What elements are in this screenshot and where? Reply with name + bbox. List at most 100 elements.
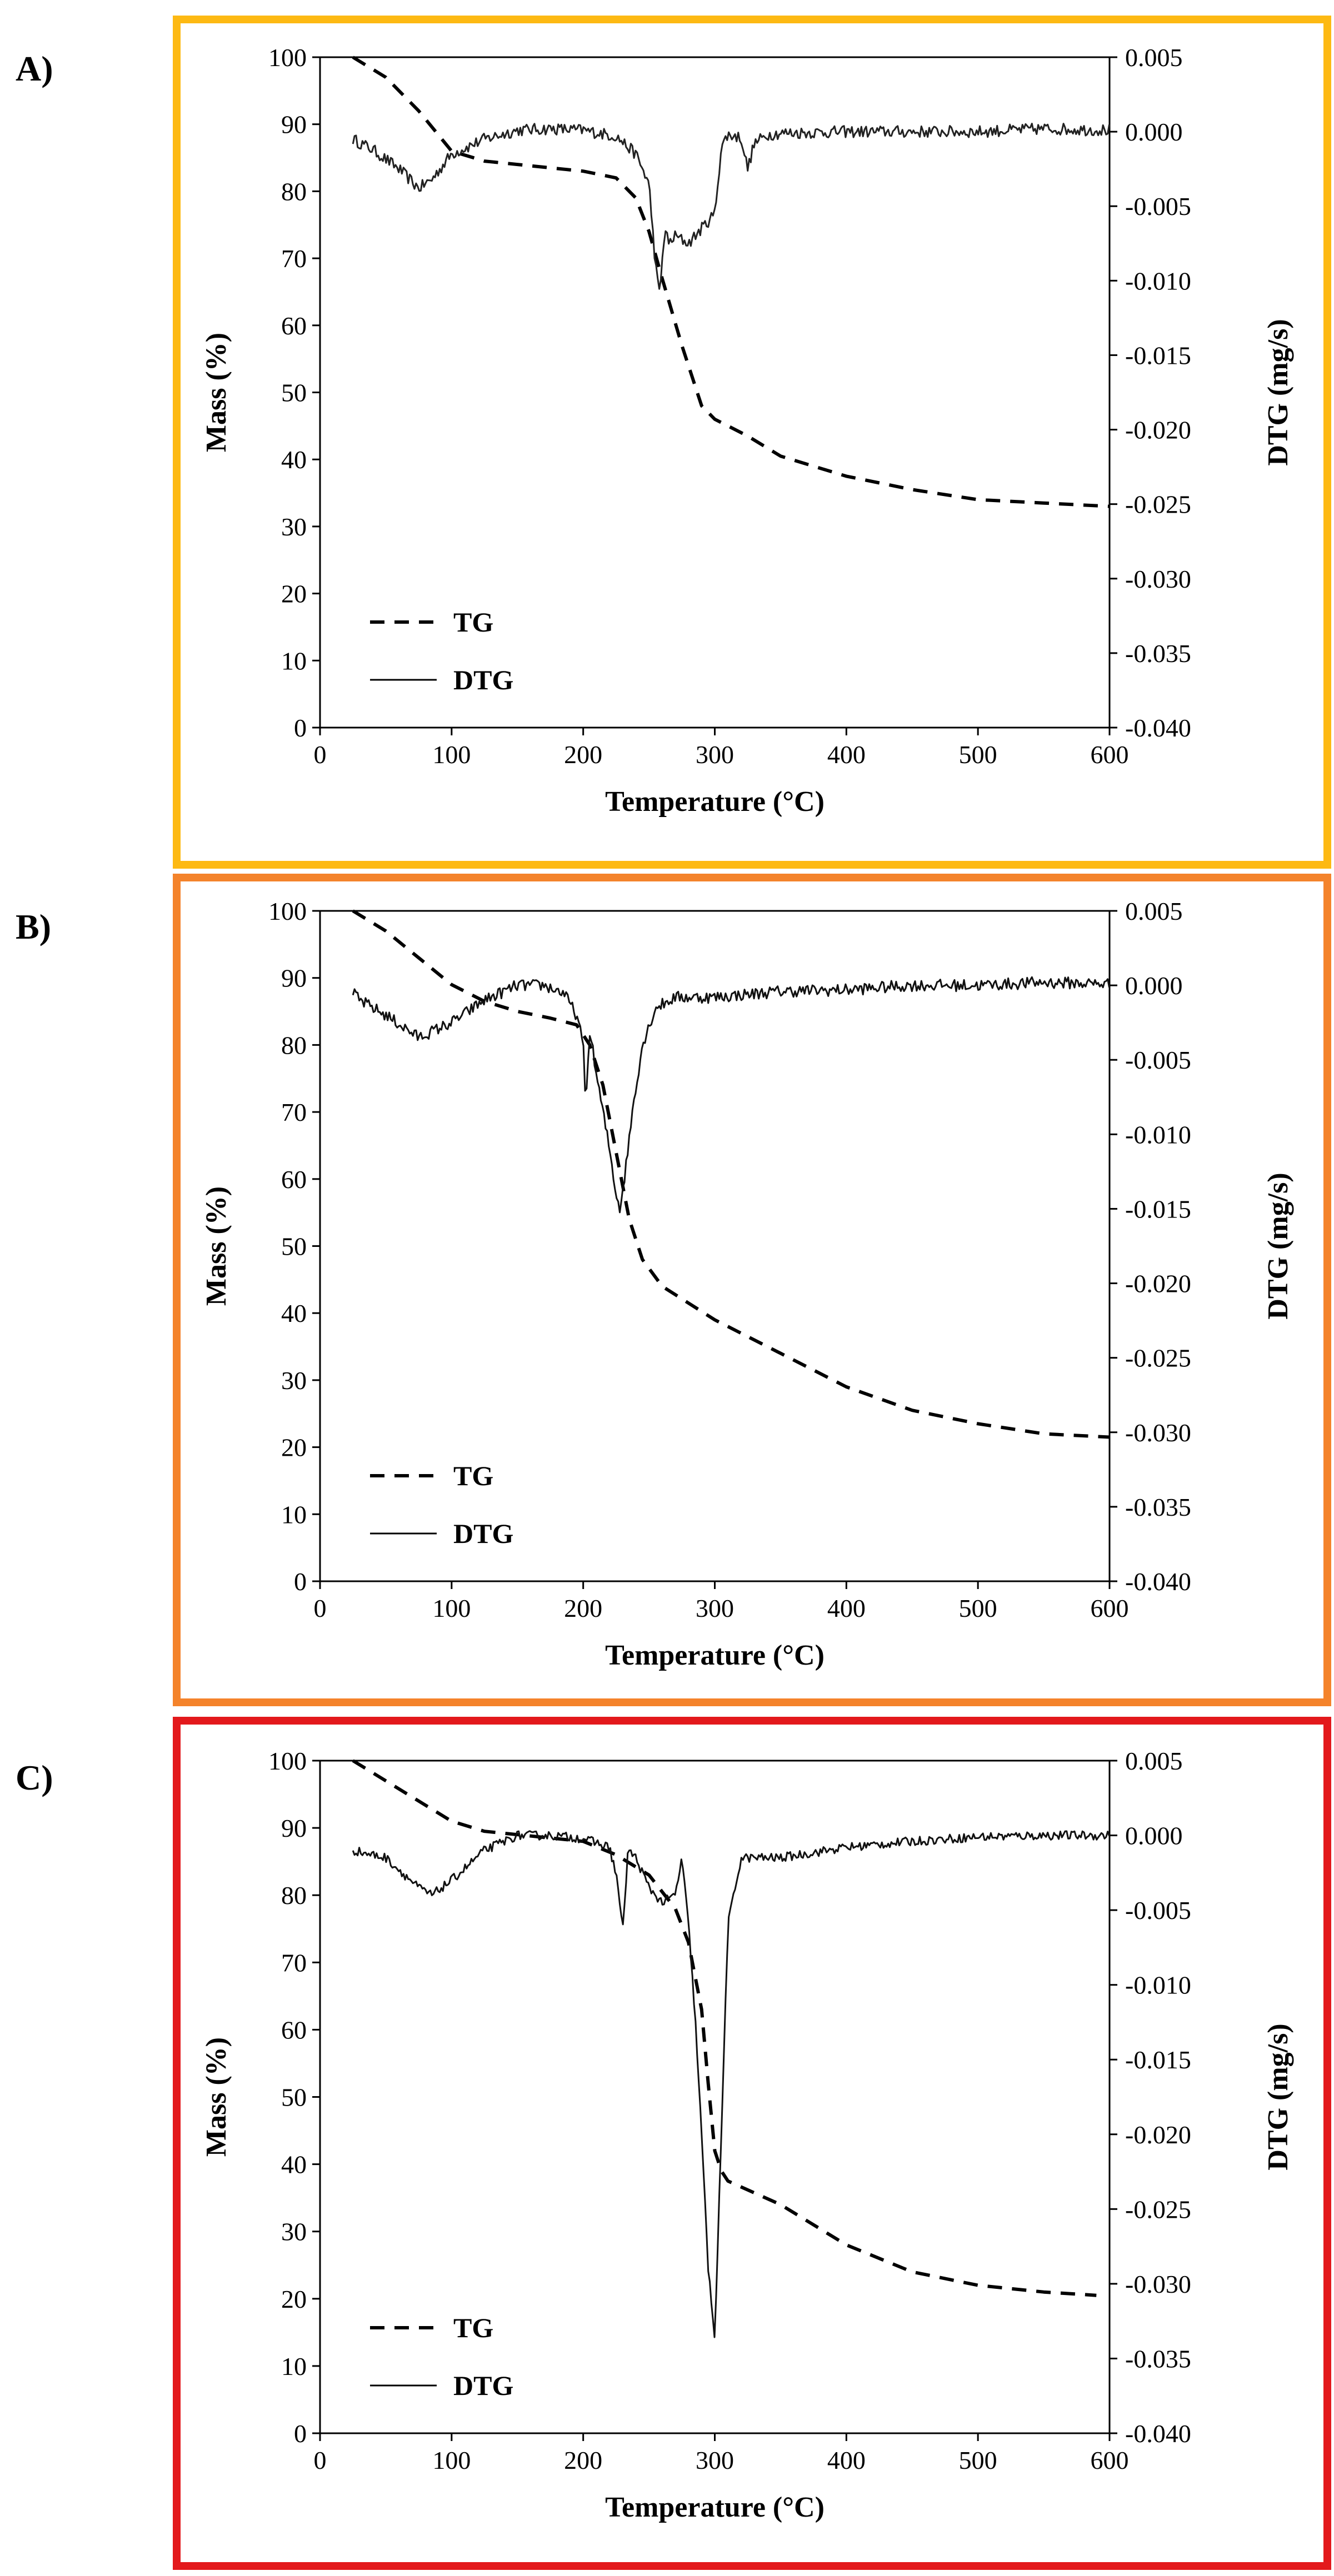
panel-b-y2-tick-label: 0.000 [1125, 971, 1183, 1000]
panel-c-x-tick-label: 500 [959, 2446, 997, 2474]
panel-c-y-tick-label: 80 [281, 1881, 307, 1910]
panel-a-legend-label-dtg: DTG [453, 664, 513, 695]
panel-c-y2-tick-label: -0.040 [1125, 2419, 1191, 2448]
panel-a-y2-axis-title: DTG (mg/s) [1262, 319, 1294, 465]
panel-c-x-tick-label: 100 [432, 2446, 471, 2474]
panel-c-y-tick-label: 40 [281, 2151, 307, 2179]
panel-b-y-axis-title: Mass (%) [201, 1186, 232, 1306]
panel-b-plot-area [319, 910, 1111, 1582]
panel-c-y-tick-label: 30 [281, 2218, 307, 2246]
panel-b-y2-tick-label: -0.035 [1125, 1493, 1191, 1521]
panel-a-x-tick-label: 300 [696, 740, 734, 769]
panel-a-y-tick-label: 10 [281, 646, 307, 675]
panel-c-x-tick-label: 300 [696, 2446, 734, 2474]
panel-c-y-tick-label: 70 [281, 1948, 307, 1977]
panel-b-legend-label-tg: TG [453, 1460, 493, 1491]
panel-b-x-axis-title: Temperature (°C) [605, 1640, 825, 1671]
panel-b-y2-tick-label: -0.020 [1125, 1270, 1191, 1298]
panel-a-series-dtg [352, 123, 1110, 290]
panel-c-x-axis-title: Temperature (°C) [605, 2492, 825, 2523]
panel-b-series-dtg [352, 976, 1110, 1214]
panel-c-y2-tick-label: -0.035 [1125, 2344, 1191, 2373]
panel-b-y2-tick-label: -0.015 [1125, 1195, 1191, 1223]
panel-b-series-tg [352, 909, 1110, 1439]
panel-b-y-tick-label: 30 [281, 1366, 307, 1395]
panel-a-x-tick-label: 400 [827, 740, 866, 769]
panel-c-legend-label-dtg: DTG [453, 2370, 513, 2401]
panel-a-y-tick-label: 40 [281, 445, 307, 474]
panel-c-y2-tick-label: -0.005 [1125, 1896, 1191, 1925]
panel-b-label: B) [16, 907, 51, 946]
panel-a-series-tg [352, 56, 1110, 508]
panel-a-y-tick-label: 90 [281, 111, 307, 139]
panel-a-x-tick-label: 0 [314, 740, 327, 769]
panel-b-y2-tick-label: -0.025 [1125, 1344, 1191, 1372]
panel-b-y-tick-label: 40 [281, 1299, 307, 1327]
panel-c-y2-tick-label: -0.030 [1125, 2270, 1191, 2298]
panel-c-y2-axis-title: DTG (mg/s) [1262, 2023, 1294, 2170]
panel-b-frame [173, 874, 1331, 1706]
panel-a-legend-label-tg: TG [453, 607, 493, 638]
panel-a-y2-tick-label: 0.000 [1125, 118, 1183, 146]
panel-a-y2-tick-label: -0.010 [1125, 267, 1191, 295]
panel-a-y-tick-label: 100 [268, 43, 307, 72]
panel-c-frame [173, 1717, 1331, 2570]
panel-c-x-tick-label: 600 [1091, 2446, 1129, 2474]
panel-b-x-tick-label: 600 [1091, 1594, 1129, 1622]
panel-c-y-tick-label: 90 [281, 1814, 307, 1842]
panel-a-label: A) [16, 49, 53, 88]
panel-b-y2-tick-label: -0.030 [1125, 1419, 1191, 1447]
panel-b-y-tick-label: 60 [281, 1165, 307, 1194]
panel-c-y-tick-label: 10 [281, 2352, 307, 2380]
panel-b-y2-tick-label: -0.005 [1125, 1046, 1191, 1074]
panel-b-y-tick-label: 20 [281, 1434, 307, 1462]
panel-b-y-tick-label: 50 [281, 1232, 307, 1261]
panel-b-y-tick-label: 70 [281, 1098, 307, 1126]
panel-a-y-axis-title: Mass (%) [201, 333, 232, 452]
panel-c-y2-tick-label: 0.000 [1125, 1822, 1183, 1850]
panel-b-y2-tick-label: -0.010 [1125, 1120, 1191, 1149]
panel-c: C) 0 100 200 300 400 500 600 0 10 20 30 40 50 60 70 80 90… [16, 1717, 1331, 2570]
panel-c-y2-tick-label: -0.025 [1125, 2195, 1191, 2223]
panel-a-x-tick-label: 100 [432, 740, 471, 769]
panel-c-y2-tick-label: -0.015 [1125, 2046, 1191, 2074]
panel-c-x-tick-label: 0 [314, 2446, 327, 2474]
panel-b-y-tick-label: 10 [281, 1500, 307, 1528]
panel-a-y-tick-label: 60 [281, 312, 307, 340]
panel-a-x-tick-label: 200 [564, 740, 602, 769]
panel-a: A) 0 100 200 300 400 500 600 0 10 20 30 40 50 60 70 80 90… [16, 16, 1331, 869]
panel-c-y2-tick-label: 0.005 [1125, 1747, 1183, 1775]
panel-a-y2-tick-label: -0.020 [1125, 416, 1191, 444]
panel-a-x-tick-label: 600 [1091, 740, 1129, 769]
panel-c-series-tg [352, 1759, 1097, 2297]
panel-a-y-tick-label: 80 [281, 177, 307, 206]
panel-b-y2-tick-label: -0.040 [1125, 1567, 1191, 1596]
panel-b-x-tick-label: 300 [696, 1594, 734, 1622]
panel-c-x-tick-label: 400 [827, 2446, 866, 2474]
panel-b-x-tick-label: 400 [827, 1594, 866, 1622]
panel-b-y-tick-label: 90 [281, 964, 307, 993]
panel-b-x-tick-label: 100 [432, 1594, 471, 1622]
panel-c-legend-label-tg: TG [453, 2312, 493, 2343]
panel-b-x-tick-label: 0 [314, 1594, 327, 1622]
panel-b-x-tick-label: 200 [564, 1594, 602, 1622]
panel-c-y-tick-label: 60 [281, 2016, 307, 2044]
panel-a-x-axis-title: Temperature (°C) [605, 786, 825, 818]
panel-a-y-tick-label: 30 [281, 513, 307, 541]
panel-a-y-tick-label: 0 [294, 714, 307, 742]
panel-c-x-tick-label: 200 [564, 2446, 602, 2474]
panel-a-x-tick-label: 500 [959, 740, 997, 769]
panel-a-y2-tick-label: -0.030 [1125, 565, 1191, 593]
panel-c-y2-tick-label: -0.020 [1125, 2121, 1191, 2149]
panel-a-y-tick-label: 20 [281, 580, 307, 608]
panel-a-y2-tick-label: -0.005 [1125, 192, 1191, 220]
panel-b-y2-axis-title: DTG (mg/s) [1262, 1172, 1294, 1319]
panel-a-y-tick-label: 70 [281, 244, 307, 273]
panel-b-legend-label-dtg: DTG [453, 1518, 513, 1549]
panel-b-x-tick-label: 500 [959, 1594, 997, 1622]
panel-b-y2-tick-label: 0.005 [1125, 897, 1183, 925]
panel-b-y-tick-label: 0 [294, 1567, 307, 1596]
panel-c-y-tick-label: 20 [281, 2285, 307, 2313]
panel-a-y-tick-label: 50 [281, 379, 307, 407]
